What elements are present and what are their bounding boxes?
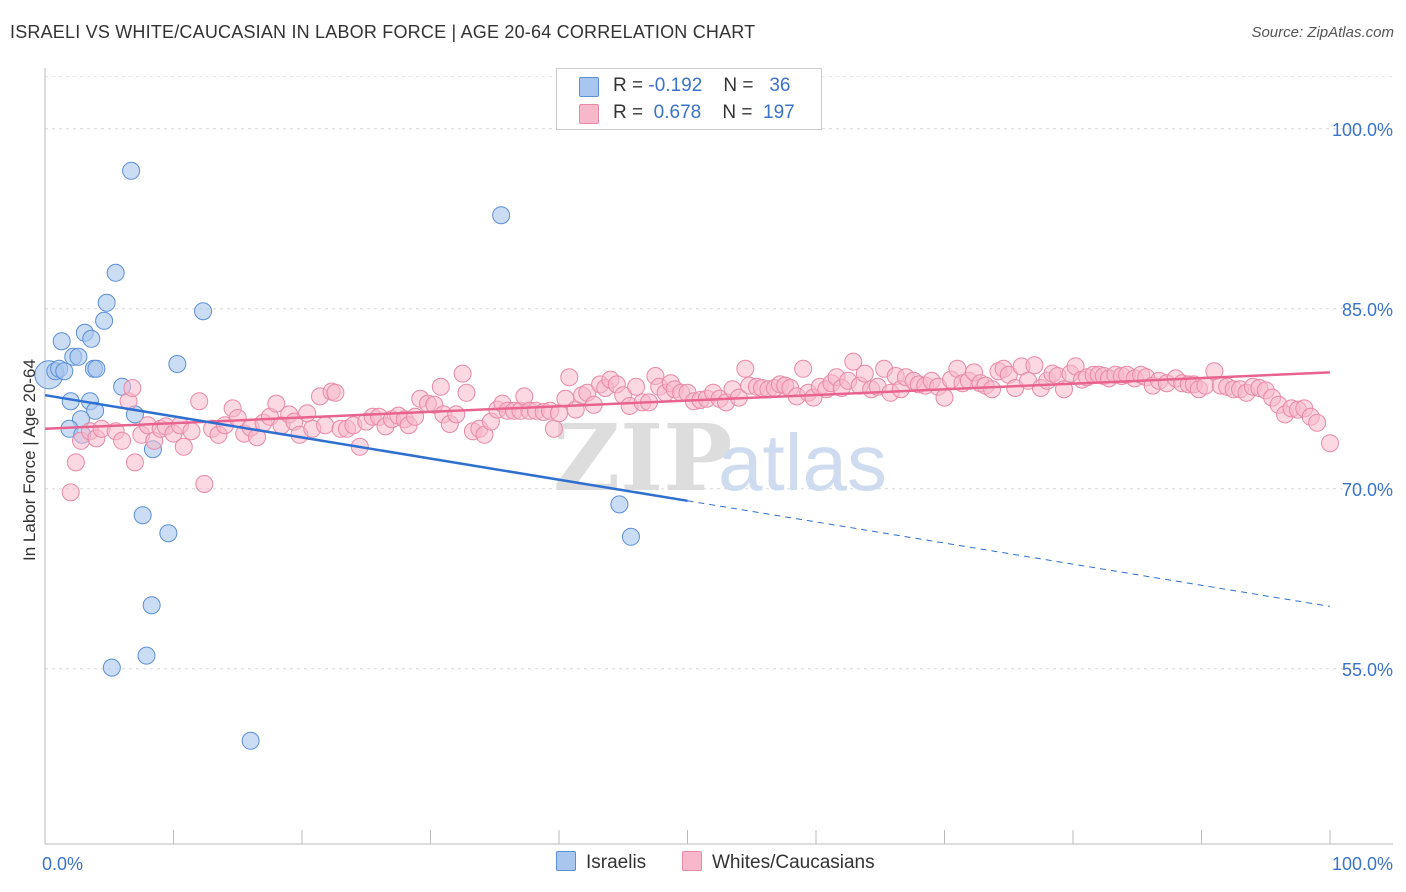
correlation-legend: R = -0.192 N = 36 R = 0.678 N = 197 (556, 68, 822, 130)
israelis-point (69, 347, 88, 366)
whites-point (453, 364, 472, 383)
israelis-point (122, 161, 141, 180)
whites-point (447, 405, 466, 424)
r-label: R = (613, 102, 644, 123)
whites-point (182, 422, 201, 441)
whites-point (326, 383, 345, 402)
israelis-point (82, 329, 101, 348)
israelis-swatch (579, 77, 599, 97)
r-label: R = (613, 75, 644, 96)
legend-whites-label: Whites/Caucasians (712, 852, 875, 873)
whites-point (1321, 434, 1339, 453)
source-label: Source: ZipAtlas.com (1251, 24, 1394, 41)
whites-points (61, 352, 1339, 502)
y-axis-label: In Labor Force | Age 20-64 (20, 359, 39, 561)
whites-point (983, 380, 1002, 399)
watermark-zip: ZIP (553, 404, 732, 512)
whites-point (267, 394, 286, 413)
whites-point (560, 368, 579, 387)
israelis-point (55, 362, 74, 381)
israelis-trend-line (44, 393, 688, 503)
israelis-point (241, 731, 260, 750)
israelis-swatch (556, 851, 576, 871)
whites-point (935, 388, 954, 407)
whites-point (66, 453, 85, 472)
y-tick-label: 85.0% (1342, 300, 1393, 320)
legend-israelis-label: Israelis (586, 852, 647, 873)
legend-israelis: Israelis (556, 851, 646, 874)
israelis-point (610, 495, 629, 514)
whites-point (431, 377, 450, 396)
whites-point (1025, 356, 1044, 375)
israelis-point (492, 206, 511, 225)
whites-point (125, 453, 144, 472)
whites-point (544, 419, 563, 438)
legend-whites: Whites/Caucasians (682, 851, 875, 874)
whites-swatch (682, 851, 702, 871)
watermark-atlas: atlas (718, 418, 887, 507)
n-value: 197 (763, 102, 795, 123)
whites-point (195, 475, 214, 493)
r-value: -0.192 (648, 75, 703, 96)
whites-point (316, 416, 335, 435)
whites-point (855, 364, 874, 383)
israelis-point (137, 646, 156, 665)
israelis-point (106, 263, 125, 282)
n-label: N = (723, 75, 754, 96)
legend-stats-israelis: R = -0.192 N = 36 (613, 75, 790, 97)
whites-swatch (579, 104, 599, 124)
whites-point (844, 352, 863, 371)
tick-labels: 55.0% 70.0% 85.0% 100.0% 0.0% 100.0% (42, 120, 1393, 874)
whites-point (61, 483, 80, 502)
whites-point (1308, 413, 1327, 432)
whites-point (174, 437, 193, 456)
whites-point (113, 431, 132, 450)
israelis-point (159, 524, 178, 543)
whites-point (457, 383, 476, 402)
trend-lines (44, 371, 1331, 607)
israelis-point (621, 527, 640, 546)
israelis-point (102, 658, 121, 677)
whites-point (736, 359, 755, 378)
israelis-point (168, 355, 187, 373)
israelis-point (95, 311, 114, 330)
y-tick-label: 55.0% (1342, 660, 1393, 680)
x-tick-label: 0.0% (42, 854, 83, 874)
legend-stats-whites: R = 0.678 N = 197 (613, 102, 795, 124)
whites-point (406, 407, 425, 426)
chart-title: ISRAELI VS WHITE/CAUCASIAN IN LABOR FORC… (10, 22, 756, 42)
israelis-point (52, 332, 71, 351)
israelis-trend-extension (687, 500, 1331, 607)
axes (44, 68, 1393, 845)
israelis-point (87, 359, 106, 378)
israelis-point (142, 596, 161, 615)
r-value: 0.678 (653, 102, 702, 123)
israelis-point (194, 302, 213, 321)
n-label: N = (722, 102, 753, 123)
whites-point (298, 404, 317, 423)
whites-point (794, 359, 813, 378)
grid (45, 76, 1393, 670)
whites-point (627, 377, 646, 396)
n-value: 36 (769, 75, 791, 96)
whites-point (190, 392, 209, 411)
whites-point (123, 379, 142, 397)
whites-trend-line (44, 371, 1331, 431)
x-tick-label: 100.0% (1332, 854, 1393, 874)
israelis-points (34, 161, 640, 750)
israelis-point (97, 293, 116, 312)
y-tick-label: 100.0% (1332, 120, 1393, 140)
y-tick-label: 70.0% (1342, 480, 1393, 500)
israelis-point (133, 506, 152, 525)
